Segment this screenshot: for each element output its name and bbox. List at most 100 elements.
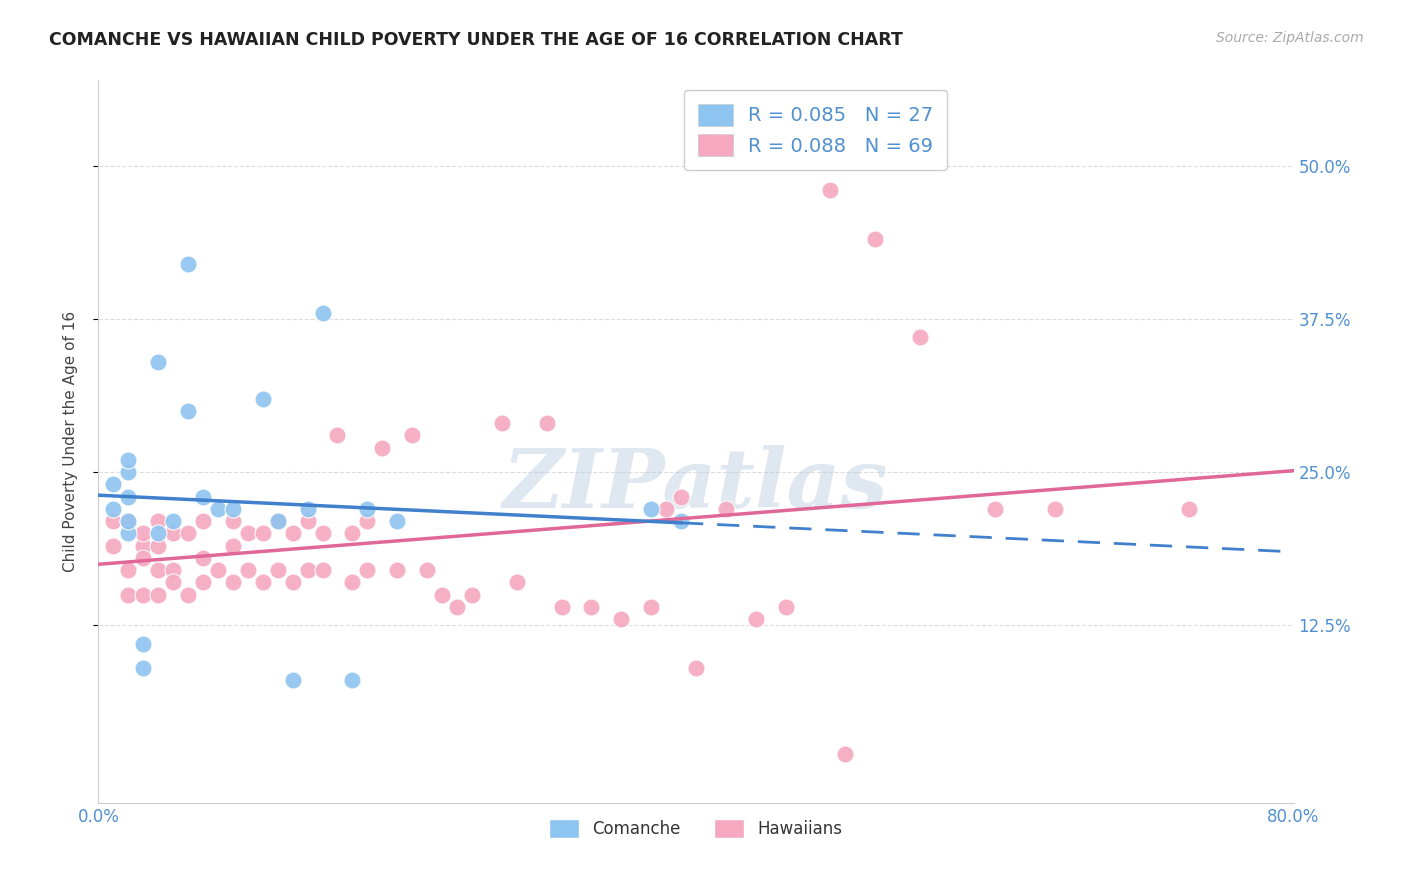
Point: [297, 502, 319, 516]
Point: [162, 526, 184, 541]
Point: [326, 428, 349, 442]
Point: [281, 526, 304, 541]
Point: [342, 526, 364, 541]
Point: [685, 661, 707, 675]
Point: [536, 416, 558, 430]
Point: [207, 563, 229, 577]
Y-axis label: Child Poverty Under the Age of 16: Child Poverty Under the Age of 16: [63, 311, 77, 572]
Point: [311, 563, 333, 577]
Point: [148, 563, 170, 577]
Point: [385, 563, 409, 577]
Point: [267, 563, 290, 577]
Point: [222, 502, 245, 516]
Point: [132, 637, 155, 651]
Point: [177, 404, 200, 418]
Point: [236, 526, 259, 541]
Point: [297, 563, 319, 577]
Point: [117, 514, 139, 528]
Point: [103, 539, 125, 553]
Point: [669, 514, 692, 528]
Text: Source: ZipAtlas.com: Source: ZipAtlas.com: [1216, 31, 1364, 45]
Point: [342, 673, 364, 688]
Point: [132, 550, 155, 565]
Point: [191, 550, 214, 565]
Point: [461, 588, 484, 602]
Text: ZIPatlas: ZIPatlas: [503, 445, 889, 524]
Point: [356, 502, 378, 516]
Point: [581, 599, 603, 614]
Point: [1043, 502, 1066, 516]
Point: [252, 575, 274, 590]
Point: [371, 441, 394, 455]
Point: [117, 514, 139, 528]
Point: [252, 526, 274, 541]
Point: [222, 575, 245, 590]
Point: [132, 661, 155, 675]
Point: [506, 575, 529, 590]
Point: [267, 514, 290, 528]
Point: [446, 599, 468, 614]
Point: [834, 747, 856, 761]
Point: [103, 514, 125, 528]
Point: [1178, 502, 1201, 516]
Point: [177, 588, 200, 602]
Point: [162, 563, 184, 577]
Point: [132, 539, 155, 553]
Point: [775, 599, 797, 614]
Point: [281, 673, 304, 688]
Point: [311, 526, 333, 541]
Point: [356, 563, 378, 577]
Point: [117, 563, 139, 577]
Point: [162, 575, 184, 590]
Point: [401, 428, 423, 442]
Point: [416, 563, 439, 577]
Point: [148, 526, 170, 541]
Point: [640, 599, 662, 614]
Point: [281, 575, 304, 590]
Point: [984, 502, 1007, 516]
Point: [117, 490, 139, 504]
Point: [117, 465, 139, 479]
Point: [297, 514, 319, 528]
Point: [191, 575, 214, 590]
Point: [148, 539, 170, 553]
Point: [162, 514, 184, 528]
Point: [191, 490, 214, 504]
Point: [745, 612, 768, 626]
Point: [640, 502, 662, 516]
Point: [267, 514, 290, 528]
Point: [820, 184, 842, 198]
Point: [117, 588, 139, 602]
Point: [117, 526, 139, 541]
Point: [177, 526, 200, 541]
Point: [191, 514, 214, 528]
Point: [148, 588, 170, 602]
Point: [132, 588, 155, 602]
Point: [311, 306, 333, 320]
Point: [342, 575, 364, 590]
Point: [610, 612, 633, 626]
Point: [252, 392, 274, 406]
Point: [236, 563, 259, 577]
Point: [356, 514, 378, 528]
Legend: Comanche, Hawaiians: Comanche, Hawaiians: [543, 813, 849, 845]
Point: [908, 330, 931, 344]
Point: [207, 502, 229, 516]
Point: [103, 477, 125, 491]
Point: [222, 539, 245, 553]
Point: [550, 599, 572, 614]
Text: COMANCHE VS HAWAIIAN CHILD POVERTY UNDER THE AGE OF 16 CORRELATION CHART: COMANCHE VS HAWAIIAN CHILD POVERTY UNDER…: [49, 31, 903, 49]
Point: [177, 257, 200, 271]
Point: [385, 514, 409, 528]
Point: [655, 502, 678, 516]
Point: [865, 232, 887, 246]
Point: [148, 355, 170, 369]
Point: [117, 453, 139, 467]
Point: [491, 416, 513, 430]
Point: [222, 514, 245, 528]
Point: [714, 502, 737, 516]
Point: [669, 490, 692, 504]
Point: [132, 526, 155, 541]
Point: [148, 514, 170, 528]
Point: [430, 588, 453, 602]
